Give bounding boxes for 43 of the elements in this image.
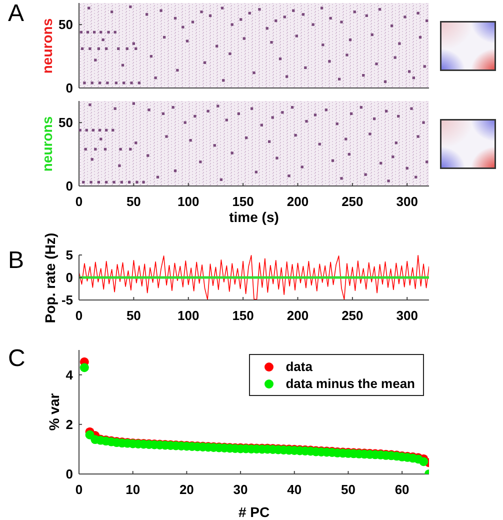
x-tick-label: 0: [75, 308, 83, 324]
y-axis-title: % var: [46, 393, 62, 431]
y-tick-label: 50: [58, 115, 73, 130]
y-tick-label: 2: [66, 417, 73, 432]
y-axis-title: neurons: [39, 18, 55, 74]
x-tick-label: 50: [126, 308, 141, 324]
x-tick-label: 40: [287, 482, 302, 498]
x-tick-label: 200: [286, 194, 309, 210]
x-tick-label: 250: [342, 308, 364, 324]
legend-label: data: [286, 359, 312, 374]
x-tick-label: 150: [232, 308, 254, 324]
y-tick-label: 0: [66, 270, 73, 286]
y-axis-title: Pop. rate (Hz): [42, 232, 58, 323]
x-tick-label: 250: [342, 194, 364, 210]
y-axis-title: neurons: [39, 116, 55, 172]
legend-label: data minus the mean: [286, 376, 415, 391]
x-tick-label: 10: [126, 482, 140, 498]
y-tick-label: 0: [66, 80, 73, 96]
y-tick-label: 5: [66, 248, 73, 263]
chart-title: B: [8, 247, 24, 274]
x-tick-label: 60: [394, 482, 410, 498]
y-tick-label: 0: [66, 466, 73, 482]
x-tick-label: 300: [396, 194, 418, 210]
x-tick-label: 50: [126, 194, 141, 210]
chart-title: A: [8, 0, 24, 27]
x-tick-label: 150: [232, 194, 254, 210]
chart-title: C: [8, 345, 26, 372]
x-tick-label: 30: [233, 482, 248, 498]
y-tick-label: 0: [66, 178, 73, 194]
x-tick-label: 0: [75, 194, 83, 210]
x-axis-title: # PC: [238, 504, 270, 520]
y-tick-label: -5: [61, 292, 73, 308]
x-tick-label: 100: [178, 194, 200, 210]
x-tick-label: 0: [75, 482, 83, 498]
line-series: [79, 255, 429, 300]
x-tick-label: 200: [286, 308, 309, 324]
y-tick-label: 50: [58, 17, 73, 32]
x-tick-label: 20: [179, 482, 194, 498]
x-axis-title: time (s): [229, 209, 279, 225]
y-tick-label: 4: [66, 367, 74, 382]
x-tick-label: 100: [178, 308, 200, 324]
x-tick-label: 50: [340, 482, 356, 498]
x-tick-label: 300: [396, 308, 418, 324]
